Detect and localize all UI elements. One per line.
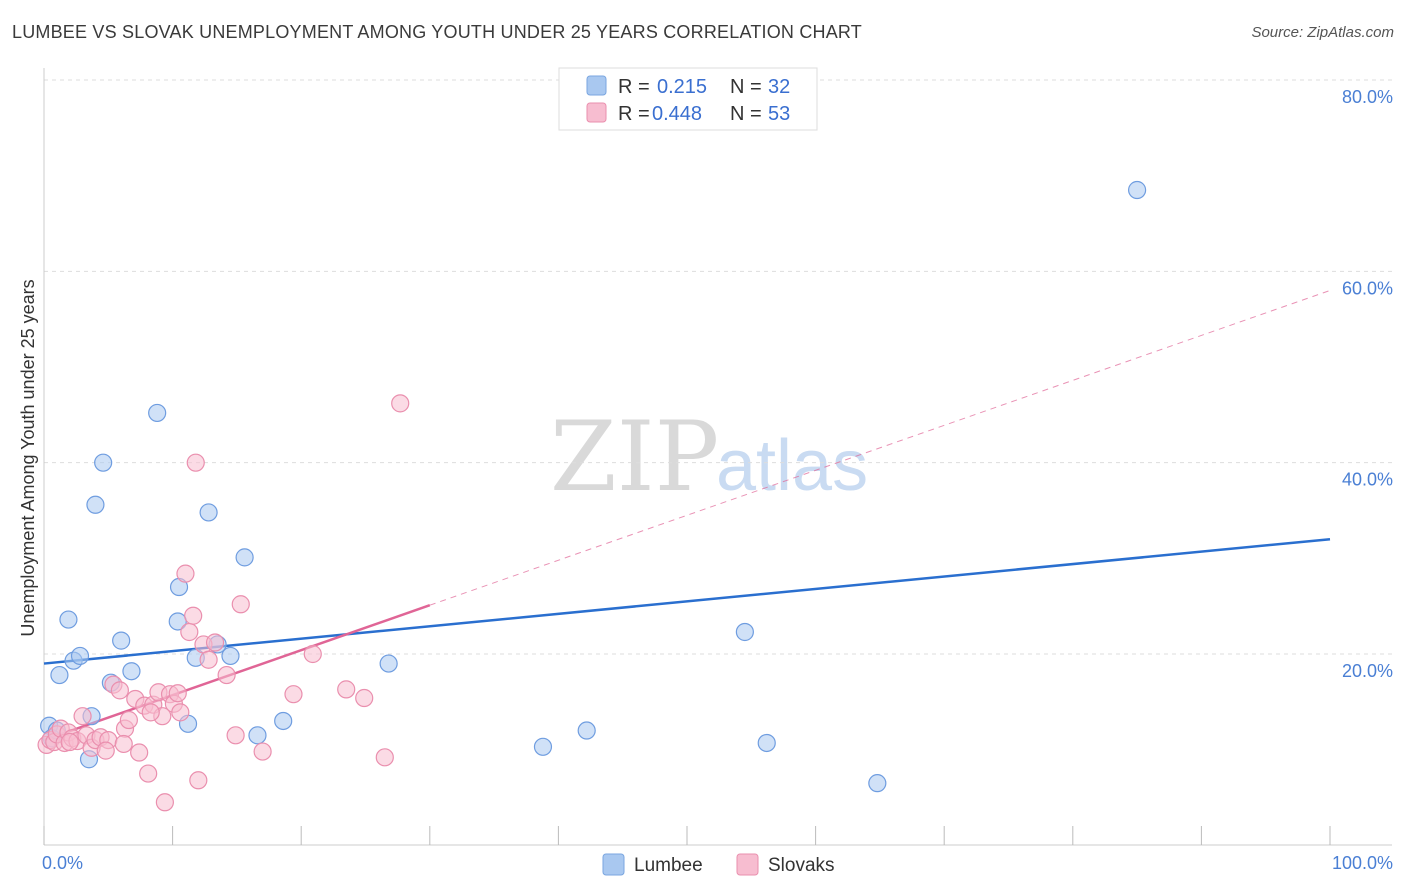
lumbee-point xyxy=(86,495,105,514)
slovaks-point xyxy=(168,684,187,703)
lumbee-point xyxy=(235,548,254,567)
slovaks-point xyxy=(303,644,322,664)
lumbee-point xyxy=(221,646,240,666)
lumbee-point xyxy=(50,665,69,685)
slovaks-point xyxy=(189,771,208,790)
lumbee-n-label: N = xyxy=(730,76,762,98)
source-label: Source: ZipAtlas.com xyxy=(1251,24,1394,41)
slovaks-point xyxy=(130,743,149,762)
slovaks-n-value: 53 xyxy=(768,103,790,125)
lumbee-point xyxy=(868,774,887,793)
lumbee-point xyxy=(735,622,754,642)
slovaks-point xyxy=(337,680,356,699)
slovaks-point xyxy=(199,650,218,669)
lumbee-legend-swatch xyxy=(586,75,607,96)
slovaks-legend-swatch xyxy=(586,102,607,123)
chart-title: LUMBEE VS SLOVAK UNEMPLOYMENT AMONG YOUT… xyxy=(12,22,862,42)
slovaks-point xyxy=(114,734,133,754)
slovaks-point xyxy=(391,394,410,413)
trend-lines xyxy=(43,289,1331,742)
slovaks-point xyxy=(139,764,158,783)
lumbee-series-swatch xyxy=(602,853,625,876)
lumbee-n-value: 32 xyxy=(768,76,790,98)
lumbee-point xyxy=(1127,180,1147,200)
slovaks-trend-line xyxy=(43,604,431,742)
watermark-atlas: atlas xyxy=(716,426,868,506)
stats-legend: R = 0.215 N = 32 R = 0.448 N = 53 xyxy=(558,67,818,131)
y-tick-label: 20.0% xyxy=(1342,661,1393,681)
lumbee-r-label: R = xyxy=(618,76,650,98)
lumbee-point xyxy=(577,721,596,740)
series-legend: Lumbee Slovaks xyxy=(602,853,835,876)
watermark-zip: ZIP xyxy=(550,401,719,513)
slovaks-r-value: 0.448 xyxy=(652,103,702,125)
slovaks-point xyxy=(96,741,115,760)
slovaks-series-swatch xyxy=(736,853,759,876)
slovaks-n-label: N = xyxy=(730,103,762,125)
slovaks-trend-line-extension xyxy=(429,289,1331,606)
slovaks-point xyxy=(355,688,374,708)
slovaks-point xyxy=(186,453,205,472)
slovaks-point xyxy=(205,633,225,652)
slovaks-point xyxy=(171,703,190,722)
x-tick-label: 0.0% xyxy=(42,853,83,873)
lumbee-point xyxy=(248,726,267,745)
slovaks-point xyxy=(73,707,92,726)
lumbee-trend-line xyxy=(43,537,1331,665)
slovaks-point xyxy=(60,732,79,752)
slovaks-point xyxy=(231,595,250,614)
y-axis-label: Unemployment Among Youth under 25 years xyxy=(18,279,38,636)
grid-lines xyxy=(44,79,1392,655)
lumbee-r-value: 0.215 xyxy=(657,76,707,98)
slovaks-point xyxy=(176,564,195,583)
lumbee-point xyxy=(148,403,167,423)
slovaks-point xyxy=(253,742,272,761)
lumbee-point xyxy=(274,711,293,731)
slovaks-r-label: R = xyxy=(618,103,650,125)
slovaks-point xyxy=(226,726,245,745)
lumbee-point xyxy=(122,662,141,681)
slovaks-point xyxy=(375,748,394,767)
lumbee-point xyxy=(379,654,398,673)
slovaks-point xyxy=(217,665,236,685)
x-tick-label: 100.0% xyxy=(1332,853,1393,873)
lumbee-point xyxy=(59,610,78,629)
lumbee-point xyxy=(112,631,131,650)
y-tick-label: 60.0% xyxy=(1342,278,1393,298)
lumbee-point xyxy=(94,453,113,472)
slovaks-point xyxy=(180,622,199,642)
slovaks-point xyxy=(184,606,203,625)
slovaks-point xyxy=(141,703,160,722)
slovaks-point xyxy=(284,685,303,704)
lumbee-point xyxy=(199,503,218,522)
lumbee-series-label: Lumbee xyxy=(634,855,703,876)
slovaks-series-label: Slovaks xyxy=(768,855,835,876)
lumbee-point xyxy=(70,646,90,666)
y-tick-label: 80.0% xyxy=(1342,87,1393,107)
axes xyxy=(43,68,1392,846)
tick-labels: 20.0% 40.0% 60.0% 80.0% 0.0% 100.0% xyxy=(42,87,1393,873)
data-points xyxy=(37,180,1147,812)
lumbee-point xyxy=(757,733,776,753)
slovaks-point xyxy=(119,710,138,730)
y-tick-label: 40.0% xyxy=(1342,470,1393,490)
slovaks-point xyxy=(155,793,174,812)
lumbee-point xyxy=(533,737,553,756)
slovaks-point xyxy=(110,681,129,700)
